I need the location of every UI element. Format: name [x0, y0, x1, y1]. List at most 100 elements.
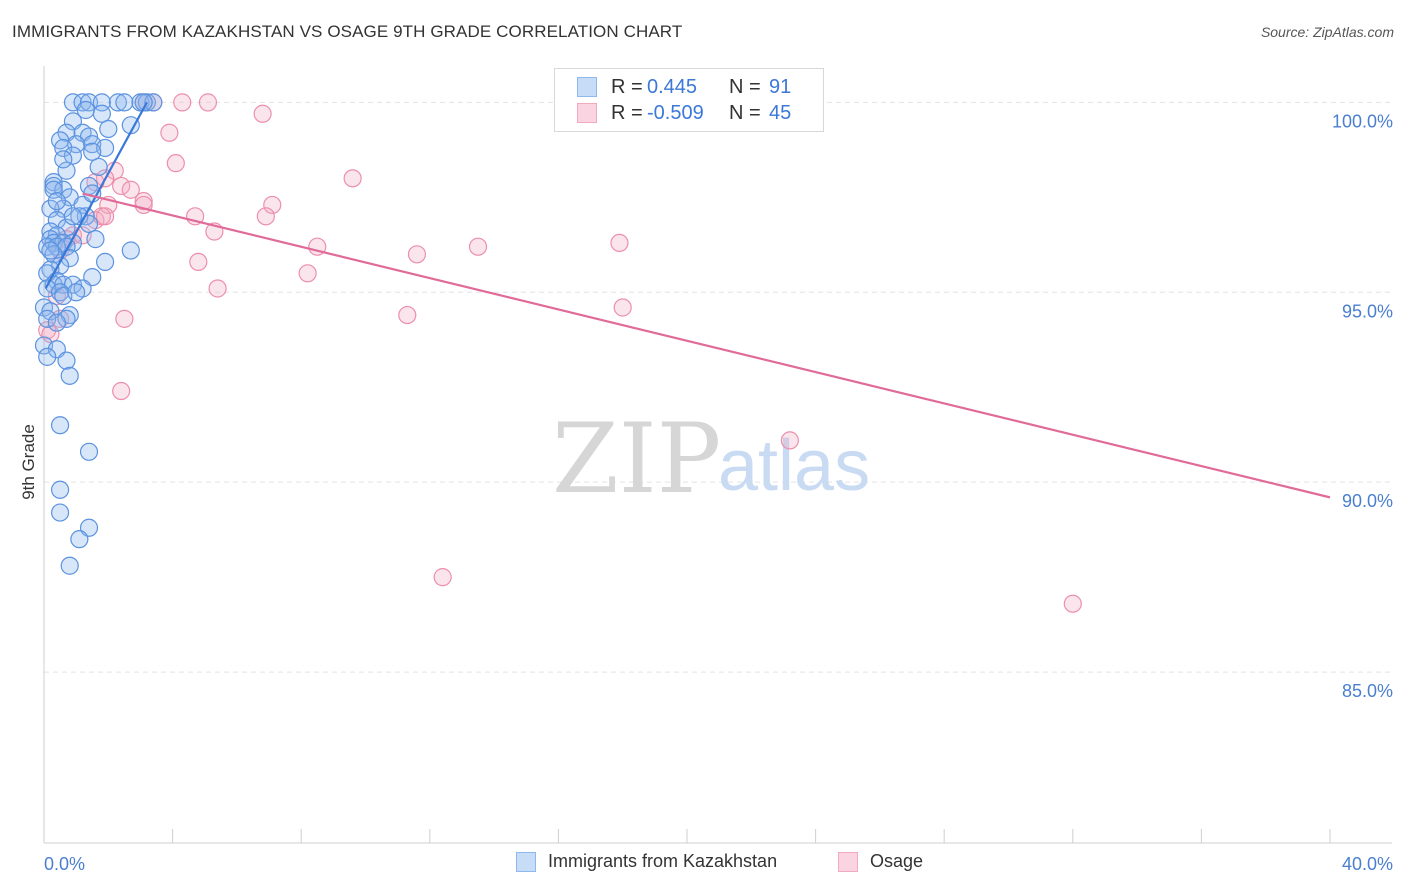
point-kazakhstan [89, 157, 108, 177]
point-kazakhstan [144, 93, 163, 112]
legend-row-osage: R = -0.509 N = 45 [577, 100, 791, 126]
point-kazakhstan [57, 161, 76, 180]
point-kazakhstan [92, 104, 111, 123]
point-kazakhstan [115, 93, 134, 112]
point-kazakhstan [57, 351, 76, 370]
legend-swatch-blue [516, 851, 536, 872]
point-kazakhstan [63, 146, 83, 165]
point-kazakhstan [44, 176, 63, 196]
x-tick-label-min: 0.0% [44, 854, 85, 874]
point-osage [298, 264, 317, 283]
point-kazakhstan [86, 230, 105, 249]
point-osage [208, 279, 227, 298]
legend-n-value: 91 [769, 75, 792, 98]
legend-swatch-blue [577, 77, 597, 97]
point-osage [407, 245, 427, 264]
y-tick-label: 100.0% [1332, 111, 1393, 131]
point-osage [263, 195, 282, 215]
tick-labels: 100.0% 95.0% 90.0% 85.0% 0.0% 40.0% [44, 111, 1393, 874]
y-tick-label: 90.0% [1342, 491, 1393, 511]
point-kazakhstan [47, 313, 66, 332]
point-osage [115, 309, 134, 328]
point-osage [256, 207, 275, 226]
legend-item-label: Osage [870, 851, 924, 871]
point-kazakhstan [41, 199, 60, 218]
point-osage [433, 568, 452, 587]
point-osage [173, 93, 192, 112]
point-osage [613, 298, 632, 317]
trend-lines [44, 101, 1331, 499]
point-kazakhstan [38, 309, 57, 328]
point-kazakhstan [50, 503, 70, 522]
stats-legend: R = 0.445 N = 91 R = -0.509 N = 45 [554, 68, 824, 132]
point-osage [198, 93, 218, 112]
legend-item-osage[interactable]: Osage [838, 851, 923, 872]
trend-line-kazakhstan [44, 101, 148, 290]
point-osage [112, 176, 131, 196]
point-osage [780, 431, 799, 450]
point-osage [112, 381, 131, 401]
point-osage [166, 154, 185, 173]
legend-n-value: 45 [769, 101, 792, 124]
point-kazakhstan [38, 347, 57, 366]
y-axis-label: 9th Grade [19, 424, 38, 500]
point-kazakhstan [44, 180, 63, 199]
legend-item-label: Immigrants from Kazakhstan [548, 851, 778, 871]
legend-r-label: R = [611, 101, 643, 124]
axes [43, 66, 1392, 844]
point-osage [1063, 594, 1082, 613]
point-osage [189, 252, 208, 272]
watermark-zip: ZIP [552, 403, 721, 515]
point-kazakhstan [108, 93, 128, 112]
point-osage [253, 104, 272, 123]
point-kazakhstan [83, 142, 102, 161]
chart-title: IMMIGRANTS FROM KAZAKHSTAN VS OSAGE 9TH … [12, 22, 683, 41]
point-kazakhstan [99, 119, 118, 139]
source-label: Source: ZipAtlas.com [1260, 24, 1394, 40]
point-osage [398, 305, 417, 325]
point-kazakhstan [54, 180, 73, 199]
watermark-atlas: atlas [718, 426, 870, 506]
point-kazakhstan [121, 241, 140, 260]
x-tick-label-max: 40.0% [1342, 854, 1393, 874]
point-kazakhstan [60, 556, 79, 575]
point-osage [134, 192, 153, 211]
point-kazakhstan [41, 241, 60, 260]
trend-line-osage [82, 192, 1331, 499]
legend-row-kazakhstan: R = 0.445 N = 91 [577, 74, 791, 100]
point-osage [610, 233, 629, 253]
legend-n-label: N = [729, 101, 761, 124]
grid-lines [44, 101, 1392, 673]
point-kazakhstan [57, 309, 76, 328]
legend-r-value: -0.509 [647, 101, 704, 124]
point-kazakhstan [70, 530, 89, 549]
legend-item-kazakhstan[interactable]: Immigrants from Kazakhstan [516, 851, 777, 872]
point-kazakhstan [47, 192, 66, 211]
point-osage [343, 169, 362, 188]
point-kazakhstan [134, 93, 153, 112]
point-kazakhstan [50, 480, 70, 499]
point-osage [95, 207, 115, 226]
legend-n-label: N = [729, 75, 761, 98]
legend-swatch-pink [838, 851, 858, 872]
point-kazakhstan [79, 442, 99, 461]
point-kazakhstan [67, 283, 86, 302]
point-osage [41, 324, 60, 344]
point-kazakhstan [50, 416, 70, 435]
point-kazakhstan [54, 199, 73, 218]
data-points [34, 93, 1082, 613]
legend-swatch-pink [577, 103, 597, 123]
y-tick-label: 95.0% [1342, 301, 1393, 321]
point-kazakhstan [54, 150, 73, 169]
point-kazakhstan [95, 252, 115, 272]
point-kazakhstan [44, 173, 63, 192]
point-osage [468, 237, 488, 256]
legend-r-value: 0.445 [647, 75, 698, 98]
y-tick-label: 85.0% [1342, 681, 1393, 701]
point-kazakhstan [60, 366, 79, 385]
series-legend: Immigrants from Kazakhstan Osage [0, 851, 1406, 877]
point-kazakhstan [63, 207, 83, 226]
legend-r-label: R = [611, 75, 643, 98]
point-osage [160, 123, 179, 142]
